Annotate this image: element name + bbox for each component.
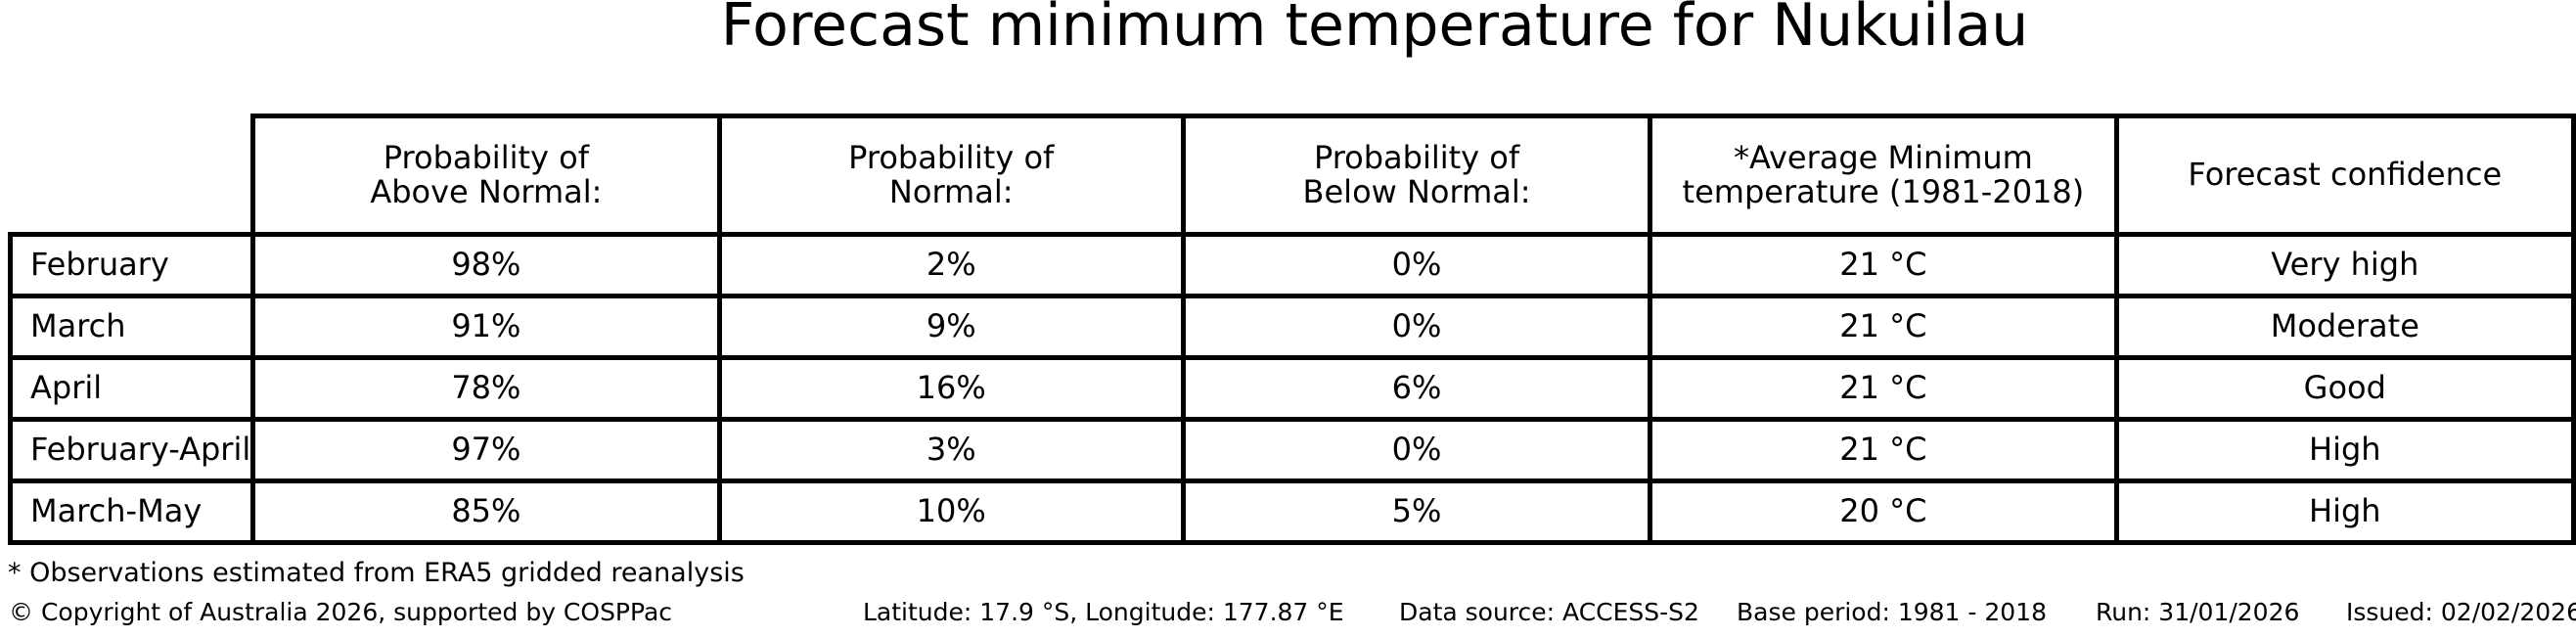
normal-cell: 3% [716, 417, 1186, 483]
above-normal-cell: 91% [250, 294, 722, 360]
column-header-forecast-confidence: Forecast confidence [2113, 114, 2576, 237]
below-normal-cell: 6% [1180, 355, 1653, 422]
table-row: February-April 97% 3% 0% 21 °C High [7, 417, 2576, 483]
confidence-cell: Good [2113, 355, 2576, 422]
confidence-cell: High [2113, 417, 2576, 483]
page-title: Forecast minimum temperature for Nukuila… [720, 0, 2029, 60]
header-row: Probability of Above Normal: Probability… [11, 114, 2576, 237]
above-normal-cell: 85% [250, 478, 722, 545]
average-minimum-cell: 20 °C [1648, 478, 2119, 545]
corner-cell [11, 116, 253, 235]
normal-cell: 2% [716, 232, 1186, 298]
data-source-text: Data source: ACCESS-S2 [1399, 598, 1699, 626]
normal-cell: 9% [716, 294, 1186, 360]
below-normal-cell: 0% [1180, 294, 1653, 360]
column-header-normal: Probability of Normal: [716, 114, 1186, 237]
above-normal-cell: 98% [250, 232, 722, 298]
column-header-above-normal: Probability of Above Normal: [250, 114, 722, 237]
confidence-cell: Very high [2113, 232, 2576, 298]
above-normal-cell: 97% [250, 417, 722, 483]
table-row: March-May 85% 10% 5% 20 °C High [7, 478, 2576, 545]
period-cell: April [7, 355, 256, 422]
forecast-table: Probability of Above Normal: Probability… [7, 114, 2576, 545]
period-cell: February-April [7, 417, 256, 483]
copyright-text: © Copyright of Australia 2026, supported… [9, 598, 673, 626]
average-minimum-cell: 21 °C [1648, 417, 2119, 483]
issued-date-text: Issued: 02/02/2026 [2346, 598, 2576, 626]
coordinates-text: Latitude: 17.9 °S, Longitude: 177.87 °E [863, 598, 1344, 626]
base-period-text: Base period: 1981 - 2018 [1737, 598, 2047, 626]
average-minimum-cell: 21 °C [1648, 232, 2119, 298]
period-cell: March [7, 294, 256, 360]
table-row: April 78% 16% 6% 21 °C Good [7, 355, 2576, 422]
below-normal-cell: 0% [1180, 417, 1653, 483]
confidence-cell: High [2113, 478, 2576, 545]
column-header-average-minimum: *Average Minimum temperature (1981-2018) [1648, 114, 2119, 237]
normal-cell: 16% [716, 355, 1186, 422]
normal-cell: 10% [716, 478, 1186, 545]
period-cell: February [7, 232, 256, 298]
above-normal-cell: 78% [250, 355, 722, 422]
average-minimum-cell: 21 °C [1648, 355, 2119, 422]
table-row: March 91% 9% 0% 21 °C Moderate [7, 294, 2576, 360]
period-cell: March-May [7, 478, 256, 545]
footer-line: © Copyright of Australia 2026, supported… [0, 598, 2576, 631]
below-normal-cell: 0% [1180, 232, 1653, 298]
confidence-cell: Moderate [2113, 294, 2576, 360]
below-normal-cell: 5% [1180, 478, 1653, 545]
table-row: February 98% 2% 0% 21 °C Very high [7, 232, 2576, 298]
run-date-text: Run: 31/01/2026 [2096, 598, 2300, 626]
observations-footnote: * Observations estimated from ERA5 gridd… [8, 558, 745, 588]
average-minimum-cell: 21 °C [1648, 294, 2119, 360]
column-header-below-normal: Probability of Below Normal: [1180, 114, 1653, 237]
